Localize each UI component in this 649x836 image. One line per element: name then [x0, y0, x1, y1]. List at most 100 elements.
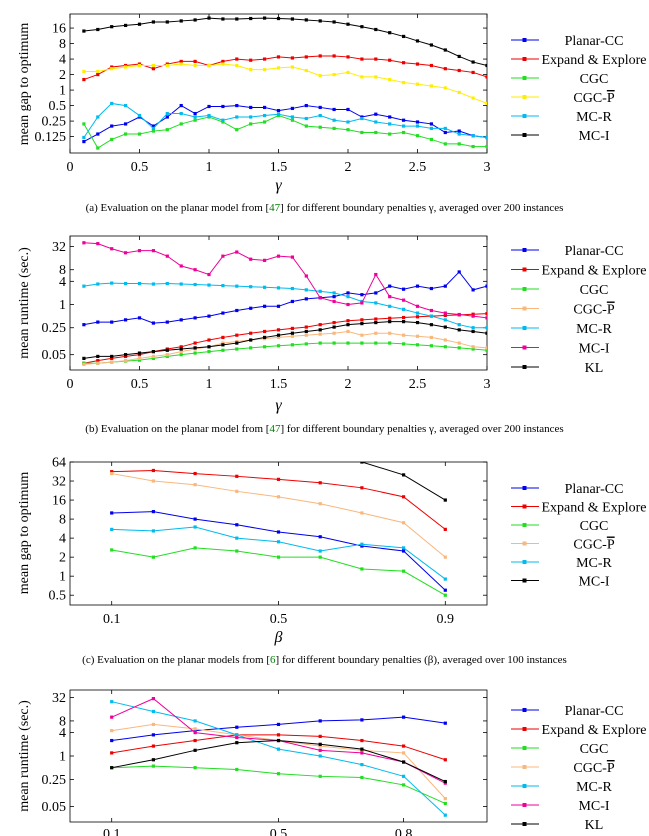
data-point [151, 733, 155, 737]
data-point [443, 48, 447, 52]
data-point [207, 113, 211, 118]
data-point [360, 747, 364, 751]
data-point [429, 84, 433, 88]
data-point [235, 17, 239, 21]
data-point [221, 59, 225, 64]
data-point [318, 296, 322, 300]
data-point [263, 105, 267, 110]
legend-marker [522, 708, 527, 712]
caption-c: (c) Evaluation on the planar models from… [0, 654, 649, 666]
data-point [346, 107, 350, 112]
data-point [304, 274, 308, 278]
x-axis-label: γ [275, 397, 282, 414]
data-point [235, 284, 239, 288]
legend-label: CGC-P [573, 761, 614, 776]
plot-area [110, 697, 447, 817]
x-tick-label: 0.9 [437, 612, 455, 627]
data-point [276, 254, 281, 258]
data-point [290, 118, 294, 122]
data-point [165, 353, 169, 357]
data-point [110, 470, 114, 474]
data-point [249, 346, 253, 350]
data-point [207, 350, 211, 354]
data-point [276, 55, 281, 59]
x-tick-label: 2.5 [409, 160, 427, 175]
data-point [221, 283, 225, 288]
data-point [82, 241, 86, 245]
caption-a-suffix: ] for different boundary penalties γ, av… [280, 202, 564, 214]
x-tick-label: 2.5 [409, 377, 427, 392]
data-point [415, 124, 420, 128]
legend-marker [522, 57, 527, 61]
legend-label: CGC-P [573, 91, 614, 106]
data-point [193, 282, 197, 287]
data-point [96, 27, 100, 32]
data-point [263, 67, 267, 72]
series-line-cgc-p [111, 473, 446, 558]
legend-marker [522, 38, 527, 42]
data-point [235, 347, 239, 351]
data-point [151, 129, 155, 133]
data-point [318, 549, 322, 553]
caption-c-ref[interactable]: 6 [270, 654, 276, 666]
data-point [137, 358, 142, 362]
data-point [276, 16, 281, 21]
data-point [443, 555, 447, 559]
data-point [96, 320, 100, 324]
caption-b-ref[interactable]: 47 [269, 423, 281, 435]
legend-label: CGC [580, 283, 609, 298]
data-point [443, 142, 447, 146]
data-point [304, 124, 308, 128]
data-point [165, 111, 169, 116]
data-point [290, 334, 294, 338]
data-point [221, 118, 225, 122]
data-point [165, 128, 169, 132]
data-point [360, 116, 364, 121]
data-point [249, 338, 253, 342]
data-point [304, 288, 308, 292]
data-point [318, 125, 322, 129]
legend-label: Planar-CC [565, 482, 624, 497]
series-line-planar-cc [111, 716, 446, 742]
legend-label: MC-I [578, 129, 609, 144]
data-point [235, 549, 239, 553]
data-point [249, 105, 253, 110]
data-point [96, 359, 100, 363]
data-point [304, 18, 308, 22]
data-point [235, 536, 239, 540]
data-point [207, 104, 211, 109]
legend-label: MC-R [576, 780, 612, 795]
data-point [388, 295, 392, 299]
data-point [457, 270, 461, 274]
data-point [360, 544, 364, 548]
data-point [276, 772, 281, 776]
data-point [124, 318, 128, 322]
data-point [485, 284, 487, 288]
legend-marker [522, 345, 527, 350]
data-point [374, 120, 378, 124]
data-point [402, 320, 406, 324]
data-point [124, 251, 128, 255]
data-point [235, 115, 239, 119]
data-point [96, 242, 100, 246]
data-point [402, 783, 406, 787]
plot-area [82, 241, 487, 366]
data-point [402, 774, 406, 778]
data-point [318, 774, 322, 778]
caption-a-ref[interactable]: 47 [269, 202, 281, 214]
data-point [249, 331, 253, 335]
data-point [110, 715, 114, 719]
data-point [165, 281, 169, 286]
legend-marker [522, 523, 527, 527]
data-point [276, 328, 281, 332]
data-point [179, 111, 183, 116]
data-point [82, 122, 86, 126]
data-point [388, 31, 392, 35]
legend-label: MC-I [578, 575, 609, 590]
data-point [193, 719, 197, 723]
data-point [402, 495, 406, 499]
data-point [374, 320, 378, 325]
data-point [360, 130, 364, 135]
data-point [443, 345, 447, 349]
legend-label: Expand & Explore [542, 53, 647, 68]
